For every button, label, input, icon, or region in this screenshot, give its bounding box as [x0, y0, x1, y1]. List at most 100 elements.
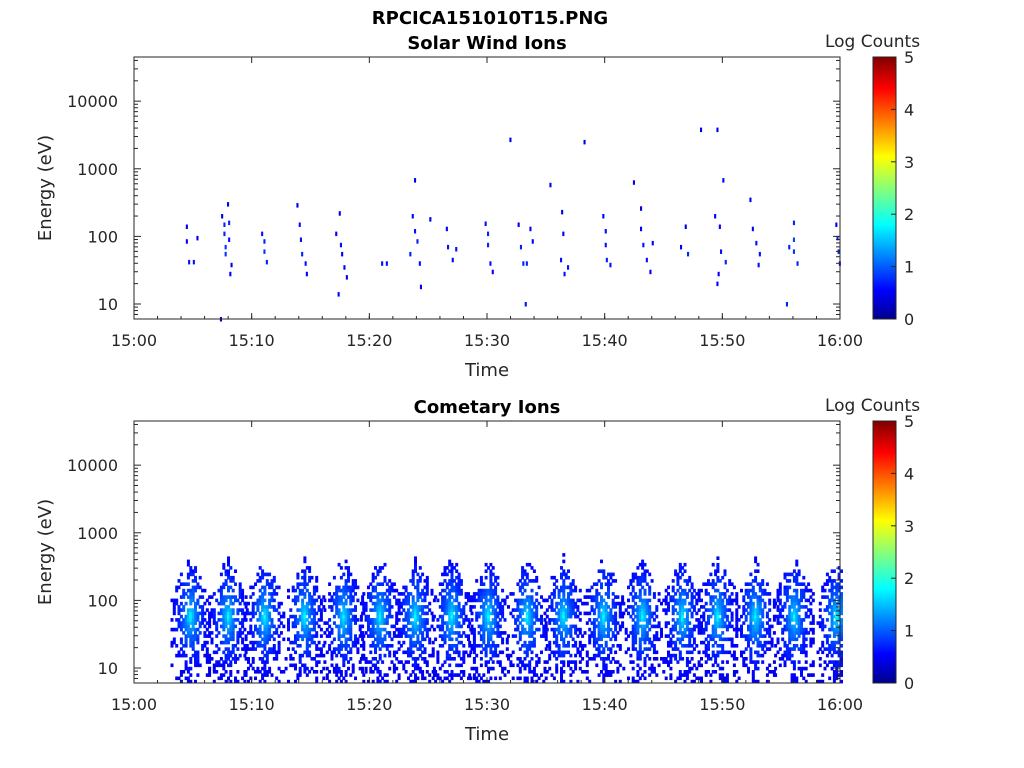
data-cell — [436, 618, 440, 622]
data-cell — [231, 611, 235, 616]
data-cell — [721, 650, 725, 655]
data-cell — [301, 608, 305, 612]
data-cell — [785, 624, 789, 629]
data-cell — [256, 666, 260, 671]
data-cell — [758, 611, 762, 616]
data-cell — [704, 644, 708, 648]
data-cell — [381, 644, 385, 648]
data-cell — [205, 627, 209, 632]
data-cell — [669, 627, 673, 632]
data-cell — [523, 631, 527, 635]
data-cell — [835, 666, 839, 671]
data-cell — [462, 611, 466, 616]
data-cell — [191, 653, 195, 658]
data-cell — [376, 637, 380, 642]
data-cell — [482, 618, 486, 622]
data-cell — [215, 621, 219, 625]
data-cell — [298, 588, 302, 593]
data-cell — [576, 634, 580, 638]
data-cell — [445, 624, 449, 629]
data-cell — [631, 647, 635, 651]
data-cell — [419, 284, 422, 290]
colorbar-label: Log Counts — [825, 32, 920, 52]
data-cell — [518, 601, 522, 606]
data-cell — [305, 618, 309, 622]
data-cell — [272, 608, 276, 612]
data-cell — [707, 618, 710, 622]
data-cell — [749, 657, 753, 661]
data-cell — [638, 588, 642, 593]
data-cell — [489, 637, 493, 642]
data-cell — [821, 618, 825, 622]
data-cell — [564, 624, 568, 629]
data-cell — [631, 611, 635, 616]
data-cell — [602, 676, 606, 681]
data-cell — [751, 588, 755, 593]
data-cell — [609, 650, 613, 655]
data-cell — [312, 611, 316, 616]
data-cell — [344, 618, 348, 622]
data-cell — [475, 670, 479, 674]
data-cell — [312, 627, 316, 632]
data-cell — [385, 598, 389, 603]
data-cell — [564, 614, 568, 619]
data-cell — [828, 650, 832, 655]
data-cell — [455, 585, 459, 590]
data-cell — [532, 673, 536, 677]
data-cell — [792, 644, 796, 648]
data-cell — [261, 569, 265, 573]
data-cell — [249, 676, 253, 681]
data-cell — [529, 226, 532, 232]
data-cell — [560, 660, 563, 664]
data-cell — [700, 631, 703, 635]
data-cell — [576, 647, 580, 651]
data-cell — [263, 653, 267, 658]
data-cell — [475, 592, 479, 596]
data-cell — [328, 679, 332, 684]
data-cell — [261, 598, 265, 603]
data-cell — [275, 657, 279, 661]
data-cell — [795, 637, 799, 642]
data-cell — [562, 670, 566, 674]
data-cell — [364, 605, 368, 609]
data-cell — [296, 598, 300, 603]
data-cell — [574, 627, 578, 632]
data-cell — [685, 621, 689, 625]
data-cell — [445, 657, 449, 661]
data-cell — [792, 624, 796, 629]
data-cell — [818, 601, 822, 606]
data-cell — [792, 579, 796, 583]
data-cell — [241, 647, 245, 651]
data-cell — [383, 634, 387, 638]
data-cell — [464, 595, 468, 599]
data-cell — [638, 592, 642, 596]
data-cell — [358, 660, 362, 664]
data-cell — [567, 569, 570, 573]
data-cell — [347, 588, 350, 593]
data-cell — [588, 595, 592, 599]
data-cell — [196, 601, 200, 606]
data-cell — [595, 595, 599, 599]
data-cell — [749, 598, 753, 603]
data-cell — [632, 180, 635, 185]
data-cell — [674, 627, 678, 632]
data-cell — [489, 575, 493, 580]
data-cell — [395, 657, 399, 661]
data-cell — [186, 614, 190, 619]
data-cell — [528, 598, 532, 603]
data-cell — [540, 614, 543, 619]
data-cell — [170, 618, 174, 622]
data-cell — [236, 679, 240, 684]
data-cell — [494, 592, 498, 596]
data-cell — [816, 650, 820, 655]
data-cell — [532, 614, 536, 619]
data-cell — [795, 614, 799, 619]
data-cell — [723, 569, 727, 573]
data-cell — [189, 679, 193, 684]
data-cell — [374, 608, 377, 612]
data-cell — [614, 679, 618, 684]
data-cell — [203, 631, 207, 635]
data-cell — [627, 605, 630, 609]
data-cell — [709, 614, 713, 619]
data-cell — [322, 644, 326, 648]
